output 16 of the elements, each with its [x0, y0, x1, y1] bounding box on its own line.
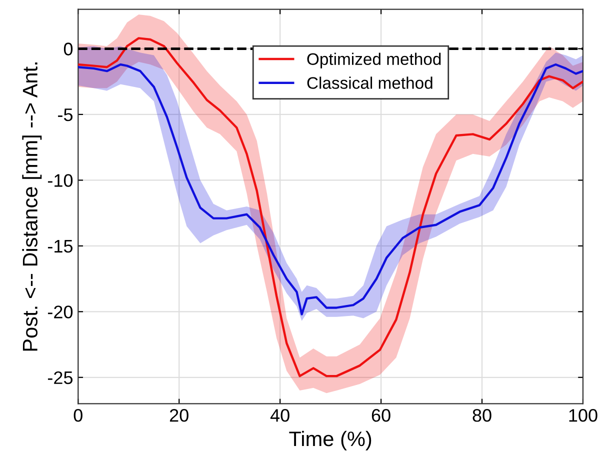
- y-axis-title: Post. <-- Distance [mm] --> Ant.: [22, 62, 42, 351]
- y-tick-label: -15: [48, 240, 73, 253]
- x-tick-label: 0: [74, 409, 82, 422]
- legend-label: Optimized method: [307, 52, 441, 68]
- x-tick-label: 100: [569, 409, 598, 422]
- x-axis-title: Time (%): [289, 430, 372, 450]
- x-tick-label: 20: [170, 409, 188, 422]
- legend-label: Classical method: [307, 76, 432, 89]
- y-tick-label: -5: [58, 108, 73, 122]
- y-tick-label: -10: [48, 174, 73, 187]
- x-tick-label: 40: [270, 409, 290, 422]
- x-tick-label: 80: [472, 409, 492, 422]
- y-tick-label: -25: [48, 371, 73, 384]
- y-tick-label: -20: [48, 306, 73, 318]
- x-tick-label: 60: [372, 409, 390, 422]
- y-tick-label: 0: [64, 42, 73, 56]
